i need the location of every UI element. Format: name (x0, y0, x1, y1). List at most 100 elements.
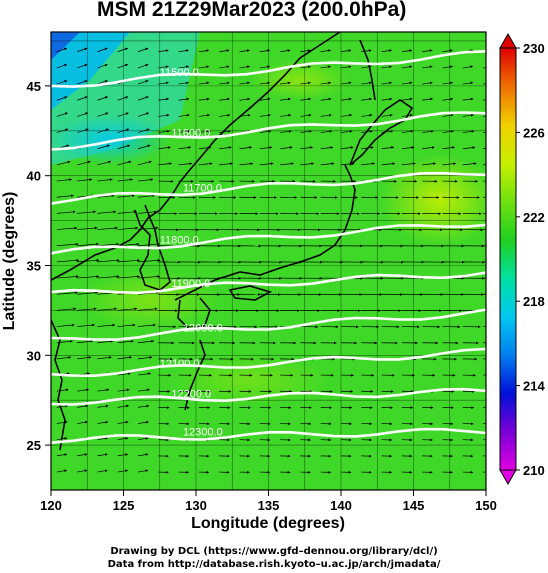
wind-arrow (300, 146, 313, 150)
wind-arrow (219, 162, 233, 166)
wind-arrow (137, 420, 149, 424)
wind-arrow (401, 81, 413, 85)
wind-arrow (320, 97, 332, 101)
wind-arrow (198, 97, 210, 101)
wind-arrow (401, 146, 415, 150)
wind-arrow (77, 258, 100, 263)
wind-arrow (219, 81, 230, 85)
wind-arrow (77, 178, 93, 182)
wind-arrow (97, 112, 109, 117)
wind-arrow (401, 113, 413, 117)
temperature-field (51, 32, 486, 490)
colorbar-body (499, 47, 517, 471)
wind-arrow (259, 130, 272, 133)
contour-label: 12300.0 (183, 426, 223, 438)
y-tick-label: 35 (27, 258, 41, 273)
wind-arrow (158, 81, 169, 85)
wind-arrow (117, 226, 139, 230)
wind-arrow (462, 65, 474, 69)
wind-arrow (401, 97, 413, 101)
wind-arrow (76, 63, 88, 69)
wind-arrow (137, 80, 149, 85)
wind-arrow (320, 162, 335, 166)
wind-arrow (280, 49, 291, 53)
wind-arrow (422, 146, 435, 150)
wind-arrow (117, 404, 129, 408)
wind-arrow (422, 162, 436, 166)
wind-arrow (117, 372, 131, 376)
contour-label: 11500.0 (160, 67, 199, 79)
coastline-china (51, 171, 189, 281)
x-tick-label: 150 (475, 498, 497, 513)
wind-arrow (97, 226, 118, 230)
x-tick-label: 135 (258, 498, 280, 513)
wind-arrow (300, 81, 311, 85)
wind-arrow (56, 307, 77, 311)
wind-arrow (320, 130, 333, 133)
wind-arrow (462, 113, 474, 117)
wind-arrow (76, 112, 89, 117)
wind-arrow (239, 97, 251, 101)
wind-arrow (117, 323, 136, 327)
wind-arrow (76, 128, 89, 133)
wind-arrow (77, 339, 94, 344)
wind-arrow (320, 113, 332, 117)
wind-arrow (137, 404, 150, 408)
wind-arrow (97, 194, 115, 198)
wind-arrow (117, 275, 140, 279)
colorbar-max-arrow (499, 32, 517, 49)
wind-arrow (117, 160, 132, 166)
wind-arrow (300, 162, 315, 166)
wind-arrow (137, 112, 150, 117)
wind-arrow (178, 81, 190, 85)
wind-arrow (97, 437, 108, 441)
wind-arrow (117, 47, 129, 53)
wind-arrow (158, 113, 170, 117)
wind-arrow (137, 339, 155, 344)
x-tick-label: 130 (185, 498, 207, 513)
wind-arrow (77, 453, 88, 457)
wind-arrow (483, 148, 486, 150)
wind-arrow (462, 162, 477, 166)
wind-arrow (77, 404, 89, 408)
wind-arrow (483, 164, 486, 166)
wind-arrow (178, 146, 192, 150)
wind-arrow (97, 178, 113, 182)
wind-arrow (158, 130, 170, 133)
wind-arrow (198, 130, 211, 133)
wind-arrow (259, 49, 271, 53)
wind-arrow (259, 97, 271, 101)
height-contours: 11500.0 11600.0 11700.0 11800.0 11900.0 12000… (51, 50, 486, 444)
wind-arrow (56, 96, 68, 101)
wind-arrow (56, 128, 69, 133)
credit-data: Data from http://database.rish.kyoto–u.a… (107, 559, 441, 570)
wind-arrow (117, 63, 129, 69)
wind-arrow (239, 146, 252, 150)
wind-arrow (97, 258, 120, 263)
y-tick-label: 25 (27, 438, 41, 453)
wind-arrow (97, 404, 109, 408)
wind-arrow (137, 178, 154, 182)
wind-arrow (178, 113, 190, 117)
colorbar-min-arrow (499, 469, 517, 486)
wind-arrow (239, 65, 250, 69)
coastline-shikoku (228, 285, 273, 301)
colorbar-tick-label: 214 (523, 379, 545, 394)
wind-arrow (56, 275, 79, 279)
wind-arrow (280, 113, 292, 117)
contour-label: 11800.0 (160, 234, 199, 246)
wind-arrow (56, 323, 75, 327)
wind-arrow (401, 65, 413, 69)
wind-arrow (117, 112, 129, 117)
wind-arrow (219, 65, 230, 69)
contour-label: 11600.0 (171, 127, 210, 139)
wind-arrow (280, 97, 291, 101)
wind-arrow (137, 372, 151, 376)
x-tick-label: 120 (40, 498, 62, 513)
coastline-china-south (51, 319, 66, 451)
wind-arrow (97, 210, 117, 214)
wind-arrow (198, 49, 210, 53)
wind-arrow (442, 130, 455, 133)
colorbar-tick-label: 222 (523, 210, 545, 225)
y-tick-label: 30 (27, 348, 41, 363)
